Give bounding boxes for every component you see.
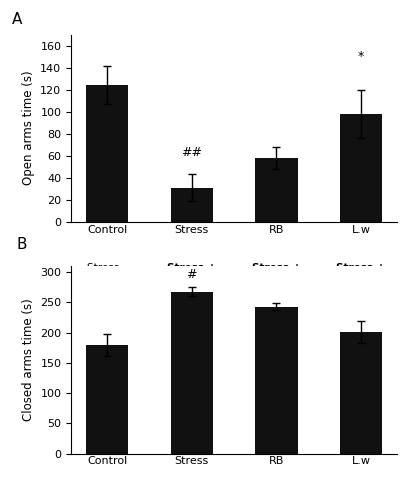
Text: B: B [17, 237, 27, 251]
Text: #: # [186, 268, 197, 281]
Bar [86, 345, 128, 454]
Text: A: A [13, 12, 23, 27]
Text: Stress +: Stress + [336, 263, 386, 273]
Text: ##: ## [181, 146, 202, 159]
Bar [255, 158, 298, 222]
Bar [86, 85, 128, 222]
Bar [171, 291, 213, 454]
Bar [255, 307, 298, 454]
Bar [340, 332, 382, 454]
Text: *: * [358, 50, 364, 63]
Bar [340, 114, 382, 222]
Bar [171, 188, 213, 222]
Text: Stress +: Stress + [252, 263, 301, 273]
Text: Stress +: Stress + [167, 263, 217, 273]
Y-axis label: Open arms time (s): Open arms time (s) [22, 71, 35, 185]
Text: Stress -: Stress - [87, 263, 127, 273]
Y-axis label: Closed arms time (s): Closed arms time (s) [22, 299, 35, 421]
